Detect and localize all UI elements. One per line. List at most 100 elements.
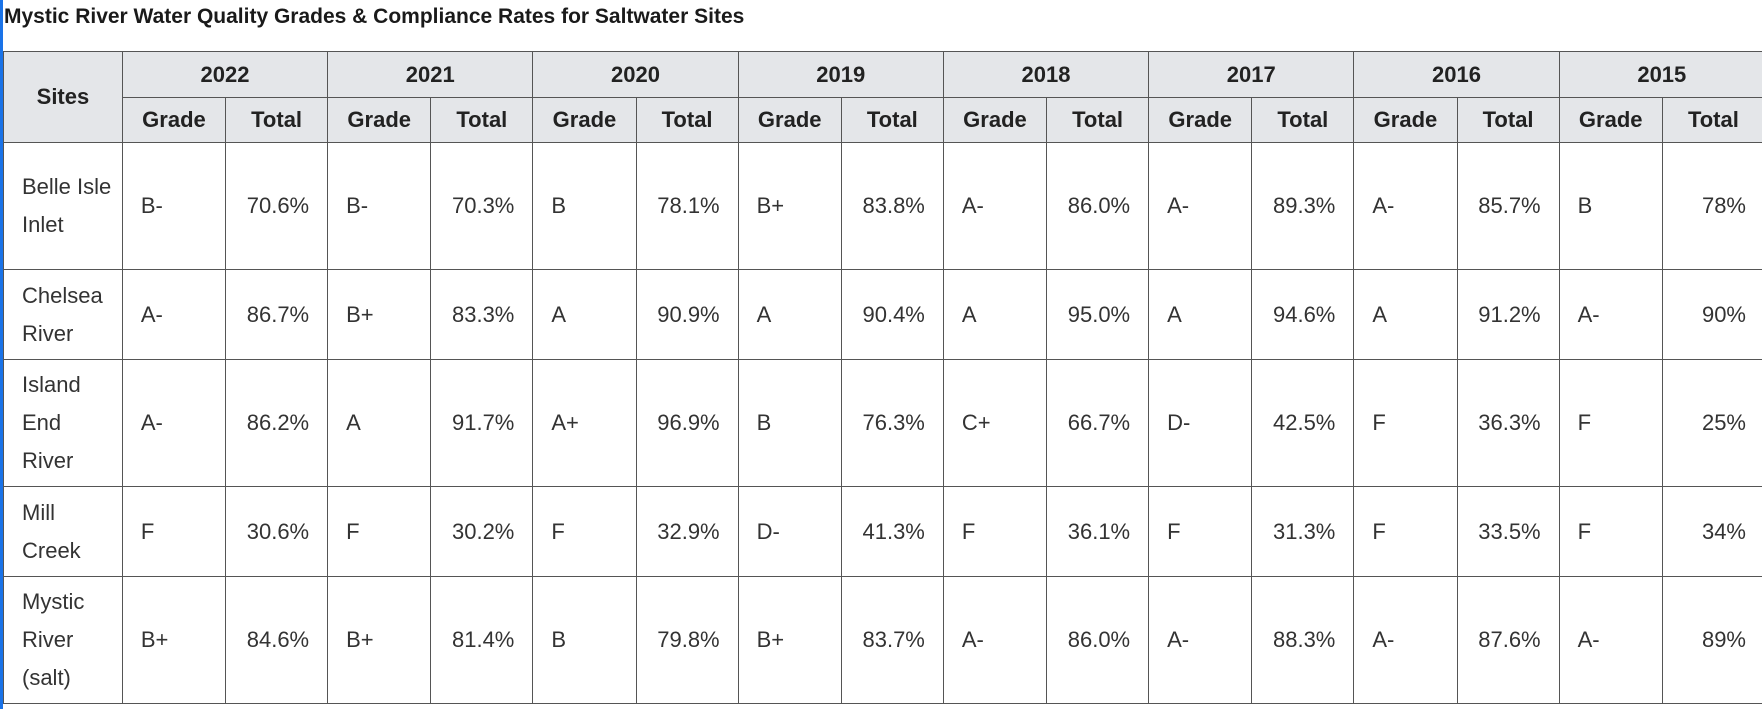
- total-column-header: Total: [225, 97, 329, 143]
- total-cell: 81.4%: [430, 576, 534, 704]
- year-header: 2017: [1148, 51, 1355, 98]
- total-cell: 95.0%: [1046, 269, 1150, 360]
- table-header: Sites 2022 2021 2020 2019 2018 2017 2016…: [3, 51, 1762, 143]
- site-name-cell: Mystic River (salt): [3, 576, 123, 704]
- grade-cell: B: [1558, 142, 1663, 270]
- table-row: Chelsea River A- 86.7% B+ 83.3% A 90.9% …: [3, 269, 1762, 360]
- grade-column-header: Grade: [1148, 97, 1253, 143]
- year-header: 2016: [1353, 51, 1560, 98]
- table-row: Island End River A- 86.2% A 91.7% A+ 96.…: [3, 359, 1762, 487]
- table-body: Belle Isle Inlet B- 70.6% B- 70.3% B 78.…: [3, 142, 1762, 704]
- grade-cell: B+: [327, 576, 432, 704]
- grade-cell: A-: [121, 359, 227, 487]
- grade-cell: A: [737, 269, 842, 360]
- grade-column-header: Grade: [532, 97, 637, 143]
- grade-cell: B+: [327, 269, 432, 360]
- site-name-cell: Chelsea River: [3, 269, 123, 360]
- total-cell: 88.3%: [1251, 576, 1355, 704]
- grade-cell: B-: [121, 142, 227, 270]
- grade-cell: F: [532, 486, 637, 577]
- total-cell: 42.5%: [1251, 359, 1355, 487]
- total-cell: 79.8%: [635, 576, 739, 704]
- total-cell: 76.3%: [840, 359, 944, 487]
- grade-cell: A-: [1148, 142, 1253, 270]
- total-cell: 91.7%: [430, 359, 534, 487]
- table-row: Belle Isle Inlet B- 70.6% B- 70.3% B 78.…: [3, 142, 1762, 270]
- total-cell: 90.4%: [840, 269, 944, 360]
- table-container[interactable]: Sites 2022 2021 2020 2019 2018 2017 2016…: [3, 51, 1762, 709]
- grade-cell: A-: [1148, 576, 1253, 704]
- total-cell: 86.0%: [1046, 576, 1150, 704]
- grade-cell: B: [532, 576, 637, 704]
- grade-cell: B-: [327, 142, 432, 270]
- total-cell: 66.7%: [1046, 359, 1150, 487]
- grade-column-header: Grade: [1558, 97, 1663, 143]
- total-column-header: Total: [1251, 97, 1355, 143]
- grade-cell: F: [1558, 359, 1663, 487]
- grade-cell: A-: [121, 269, 227, 360]
- total-cell: 33.5%: [1456, 486, 1560, 577]
- total-cell: 94.6%: [1251, 269, 1355, 360]
- year-header: 2021: [327, 51, 534, 98]
- year-header: 2018: [942, 51, 1150, 98]
- total-cell: 41.3%: [840, 486, 944, 577]
- total-cell: 85.7%: [1456, 142, 1560, 270]
- total-cell: 30.2%: [430, 486, 534, 577]
- left-accent-bar: [0, 0, 3, 709]
- total-cell: 90%: [1661, 269, 1762, 360]
- grade-column-header: Grade: [1353, 97, 1458, 143]
- total-cell: 25%: [1661, 359, 1762, 487]
- grade-cell: A: [1353, 269, 1458, 360]
- grade-column-header: Grade: [121, 97, 227, 143]
- total-cell: 91.2%: [1456, 269, 1560, 360]
- grade-cell: A: [327, 359, 432, 487]
- total-column-header: Total: [430, 97, 534, 143]
- site-name-cell: Mill Creek: [3, 486, 123, 577]
- year-header: 2015: [1558, 51, 1762, 98]
- total-cell: 34%: [1661, 486, 1762, 577]
- grade-cell: F: [327, 486, 432, 577]
- grade-cell: B: [532, 142, 637, 270]
- total-cell: 84.6%: [225, 576, 329, 704]
- total-cell: 86.0%: [1046, 142, 1150, 270]
- grade-cell: A-: [1353, 142, 1458, 270]
- year-header: 2020: [532, 51, 739, 98]
- grade-cell: F: [1558, 486, 1663, 577]
- grade-column-header: Grade: [942, 97, 1048, 143]
- grade-cell: A: [532, 269, 637, 360]
- total-cell: 90.9%: [635, 269, 739, 360]
- grade-cell: B+: [121, 576, 227, 704]
- total-cell: 36.3%: [1456, 359, 1560, 487]
- grade-cell: A: [1148, 269, 1253, 360]
- site-name-cell: Belle Isle Inlet: [3, 142, 123, 270]
- grade-cell: D-: [737, 486, 842, 577]
- total-cell: 89.3%: [1251, 142, 1355, 270]
- year-header: 2019: [737, 51, 944, 98]
- total-cell: 96.9%: [635, 359, 739, 487]
- page-title: Mystic River Water Quality Grades & Comp…: [4, 5, 745, 28]
- grade-cell: C+: [942, 359, 1048, 487]
- total-cell: 89%: [1661, 576, 1762, 704]
- grade-cell: B+: [737, 576, 842, 704]
- grade-cell: D-: [1148, 359, 1253, 487]
- grade-cell: B: [737, 359, 842, 487]
- table-row: Mystic River (salt) B+ 84.6% B+ 81.4% B …: [3, 576, 1762, 704]
- total-cell: 78%: [1661, 142, 1762, 270]
- table-row: Mill Creek F 30.6% F 30.2% F 32.9% D- 41…: [3, 486, 1762, 577]
- year-header-row: Sites 2022 2021 2020 2019 2018 2017 2016…: [3, 51, 1762, 143]
- grade-column-header: Grade: [737, 97, 842, 143]
- total-cell: 86.2%: [225, 359, 329, 487]
- grade-cell: B+: [737, 142, 842, 270]
- total-column-header: Total: [1456, 97, 1560, 143]
- total-cell: 70.6%: [225, 142, 329, 270]
- year-header: 2022: [121, 51, 329, 98]
- total-cell: 86.7%: [225, 269, 329, 360]
- grade-cell: A-: [1558, 269, 1663, 360]
- total-column-header: Total: [1046, 97, 1150, 143]
- total-cell: 83.8%: [840, 142, 944, 270]
- grade-cell: A-: [942, 576, 1048, 704]
- subheader-row: Grade Total Grade Total Grade Total Grad…: [4, 97, 1762, 143]
- grade-cell: F: [942, 486, 1048, 577]
- grade-cell: F: [1353, 359, 1458, 487]
